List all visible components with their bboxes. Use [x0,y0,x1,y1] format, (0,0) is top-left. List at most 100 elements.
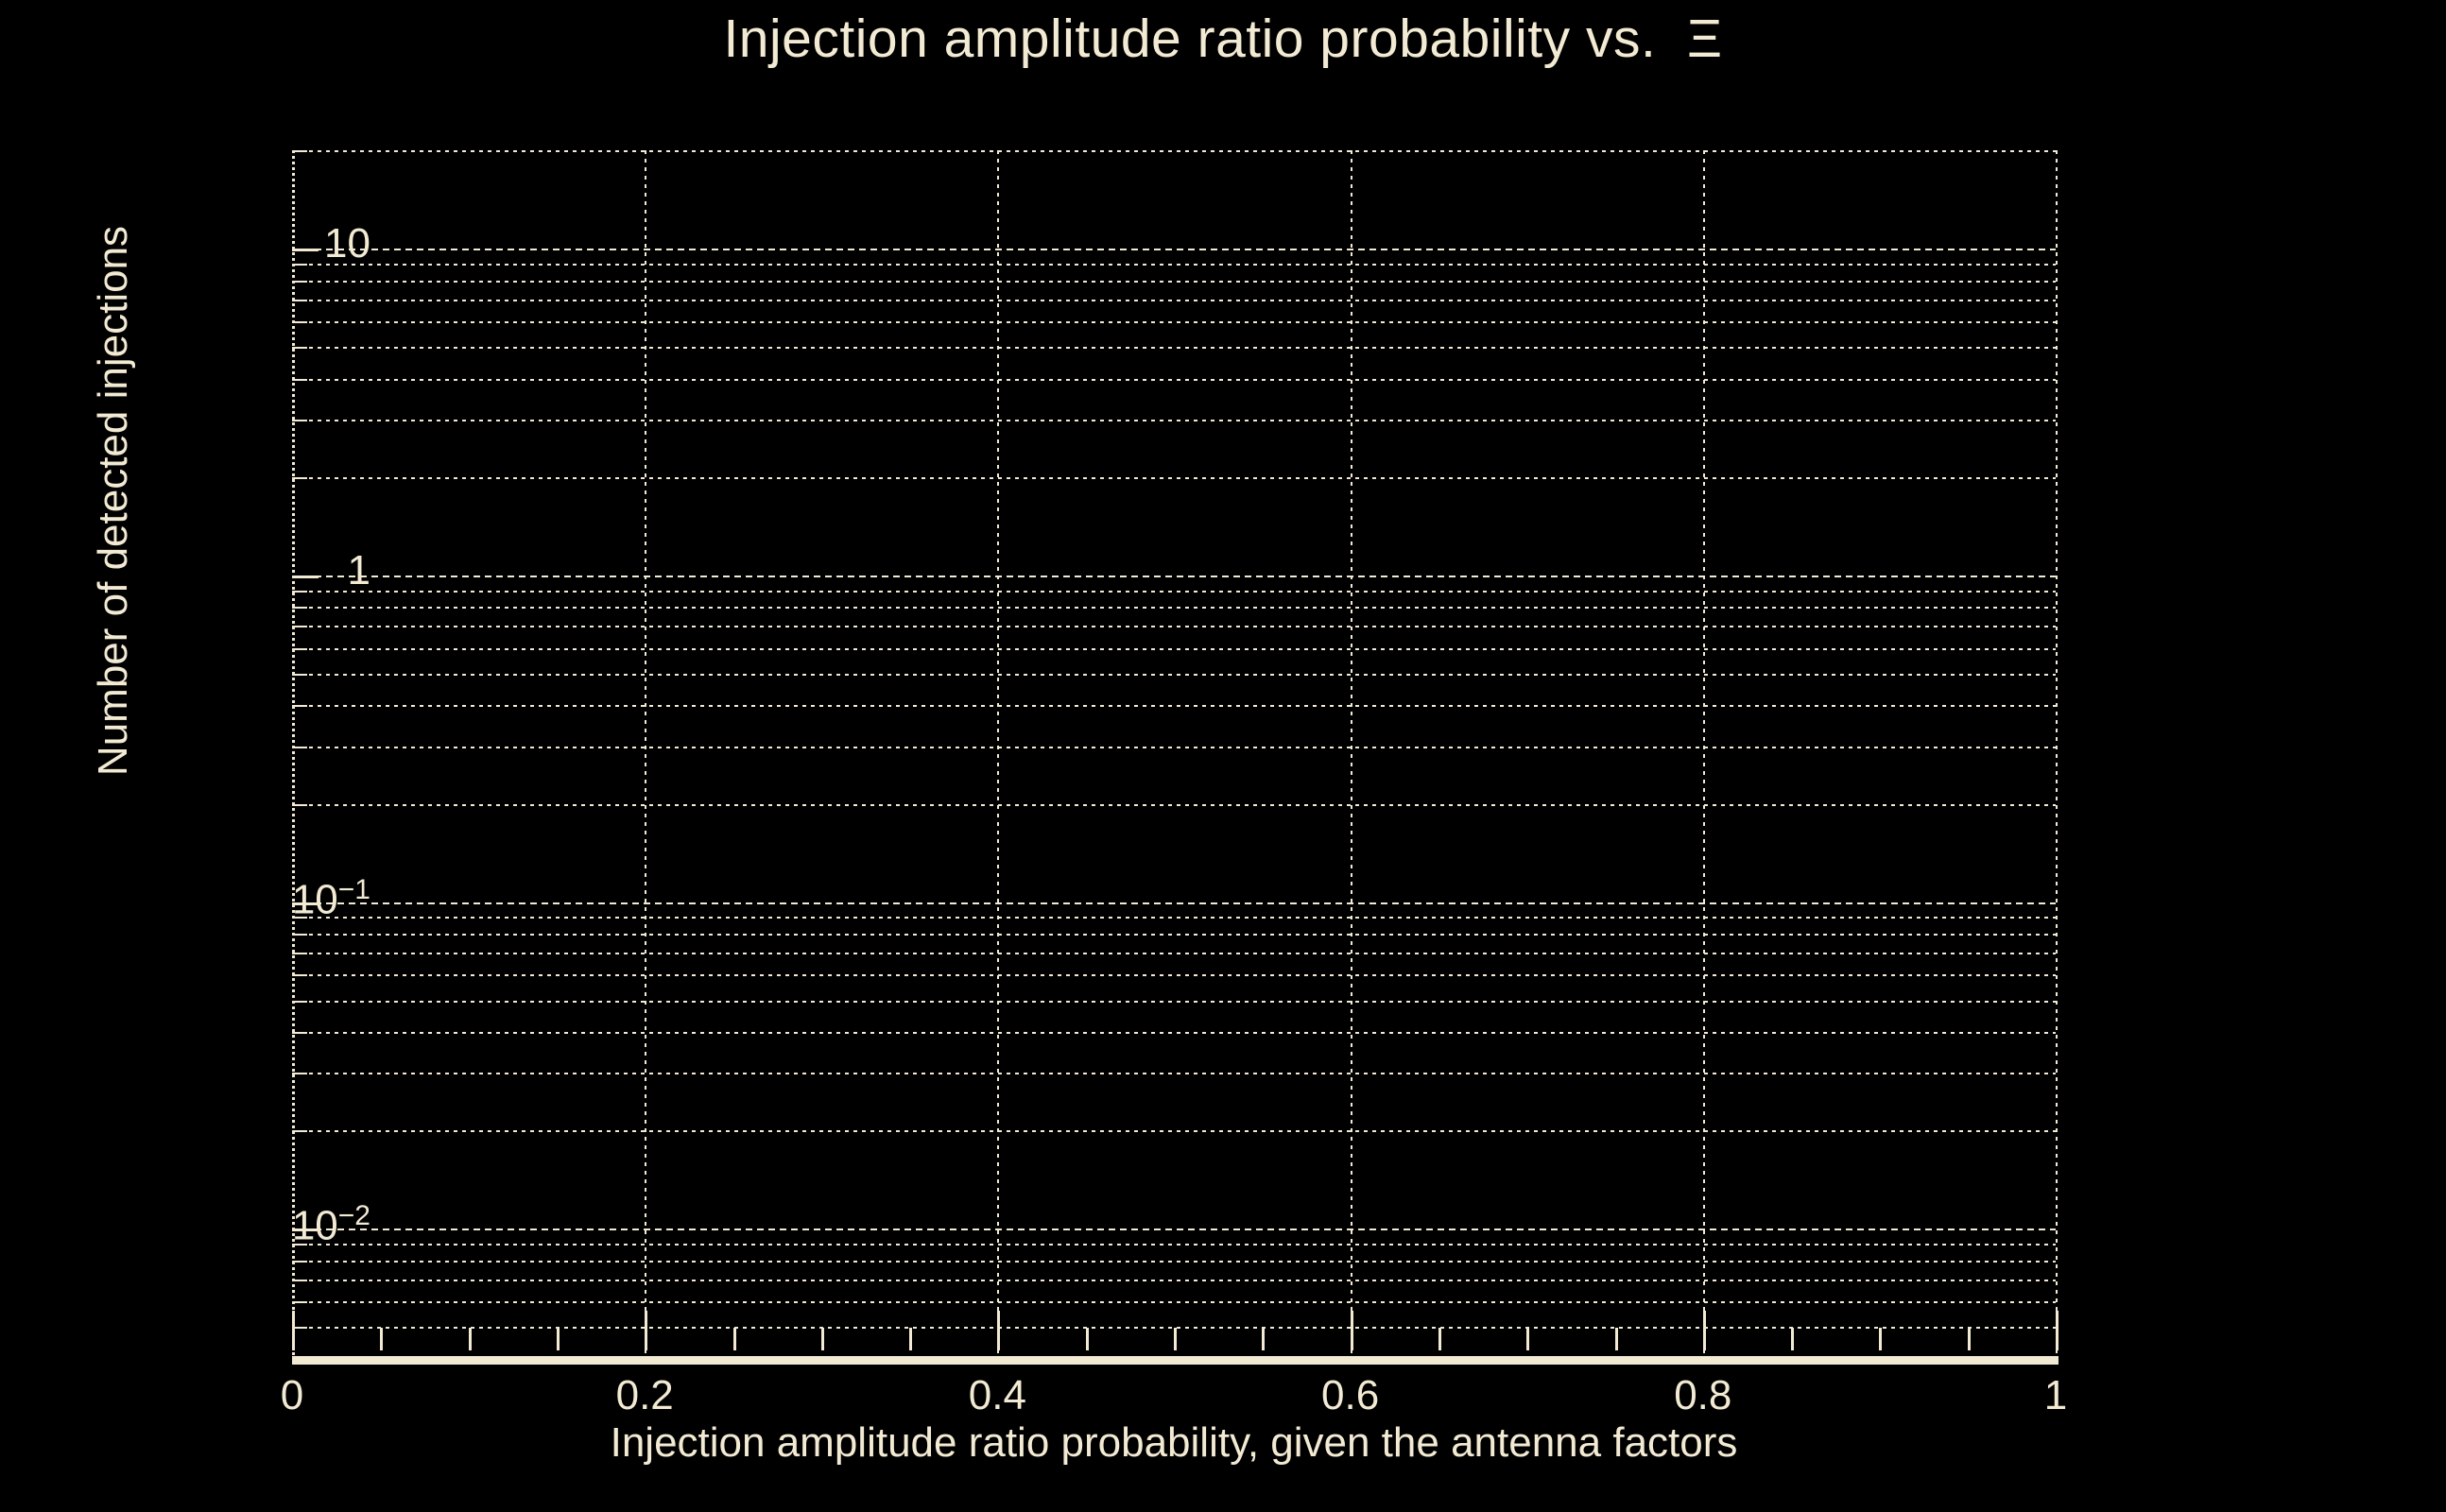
y-tick-minor [292,647,307,650]
y-tick-minor [292,974,307,977]
x-tick-label: 0.2 [615,1372,674,1418]
y-tick-major [292,249,319,252]
gridline-x-major [1350,150,1352,1357]
y-tick-minor [292,803,307,806]
gridline-y-minor [292,1244,2056,1246]
gridline-y-major [292,249,2056,251]
y-tick-minor [292,280,307,283]
x-tick-minor [468,1328,472,1350]
gridline-y-minor [292,803,2056,806]
gridline-y-minor [292,934,2056,936]
gridline-y-minor [292,1130,2056,1133]
x-tick-label: 0 [280,1372,304,1418]
x-tick-label: 0.6 [1321,1372,1380,1418]
x-tick-minor [1791,1328,1795,1350]
y-tick-minor [292,320,307,323]
y-tick-minor [292,1032,307,1035]
gridline-y-minor [292,953,2056,955]
y-tick-minor [292,1000,307,1003]
y-tick-minor [292,590,307,593]
x-tick-label: 0.8 [1674,1372,1732,1418]
gridline-y-minor [292,607,2056,610]
x-tick-minor [1438,1328,1441,1350]
gridline-y-minor [292,1260,2056,1263]
gridline-y-minor [292,263,2056,266]
y-tick-minor [292,150,307,152]
x-tick-minor [1879,1328,1883,1350]
y-tick-minor [292,705,307,708]
gridline-y-minor [292,673,2056,676]
y-tick-label: 10−1 [0,874,370,924]
x-tick-minor [909,1328,913,1350]
y-tick-major [292,902,319,905]
gridline-y-minor [292,1301,2056,1304]
gridline-y-minor [292,626,2056,628]
gridline-y-minor [292,347,2056,350]
gridline-y-minor [292,974,2056,977]
x-axis-label: Injection amplitude ratio probability, g… [610,1419,1738,1466]
x-axis-line [292,1356,2058,1365]
y-tick-mantissa: 10 [291,1203,338,1250]
y-tick-label: 1 [0,547,370,594]
x-tick-label: 0.4 [968,1372,1026,1418]
gridline-y-minor [292,746,2056,748]
x-tick-minor [1614,1328,1618,1350]
y-tick-mantissa: 1 [347,546,370,593]
x-tick-major [645,1311,648,1350]
gridline-y-minor [292,1073,2056,1075]
x-tick-minor [1262,1328,1266,1350]
y-tick-mantissa: 10 [324,220,370,267]
y-tick-mantissa: 10 [291,876,338,923]
y-tick-label: 10−2 [0,1200,370,1250]
y-tick-minor [292,1130,307,1133]
gridline-y-minor [292,705,2056,708]
gridline-y-minor [292,320,2056,323]
y-tick-exponent: −1 [337,873,370,905]
x-tick-major [997,1311,1001,1350]
y-tick-minor [292,378,307,381]
gridline-y-minor [292,419,2056,421]
gridline-y-major [292,575,2056,577]
y-tick-minor [292,673,307,676]
gridline-y-major [292,902,2056,904]
x-tick-major [2056,1311,2058,1350]
gridline-y-major [292,1228,2056,1231]
y-tick-minor [292,953,307,955]
gridline-y-minor [292,378,2056,381]
y-tick-minor [292,1279,307,1281]
gridline-x-major [2056,150,2058,1357]
x-tick-label: 1 [2043,1372,2068,1418]
y-tick-minor [292,1260,307,1263]
y-tick-minor [292,476,307,479]
gridline-x-major [645,150,647,1357]
x-tick-minor [556,1328,560,1350]
plot-area [292,150,2058,1365]
gridline-y-minor [292,590,2056,593]
x-tick-minor [1085,1328,1089,1350]
gridline-x-major [997,150,1000,1357]
y-tick-minor [292,1073,307,1075]
y-tick-minor [292,1327,307,1330]
y-tick-major [292,575,319,578]
y-tick-minor [292,1244,307,1246]
y-tick-minor [292,263,307,266]
x-tick-minor [1526,1328,1530,1350]
y-tick-minor [292,419,307,421]
gridline-y-minor [292,1279,2056,1281]
gridline-y-minor [292,280,2056,283]
y-tick-minor [292,347,307,350]
x-tick-minor [380,1328,384,1350]
gridline-y-minor [292,299,2056,301]
y-tick-minor [292,917,307,919]
x-tick-minor [1967,1328,1971,1350]
y-tick-minor [292,1301,307,1304]
gridline-y-minor [292,1032,2056,1035]
gridline-y-minor [292,917,2056,919]
y-tick-minor [292,746,307,748]
y-axis-line [292,150,295,1359]
y-tick-exponent: −2 [337,1200,370,1232]
y-tick-minor [292,299,307,301]
y-tick-minor [292,934,307,936]
chart-title: Injection amplitude ratio probability vs… [723,9,1723,69]
